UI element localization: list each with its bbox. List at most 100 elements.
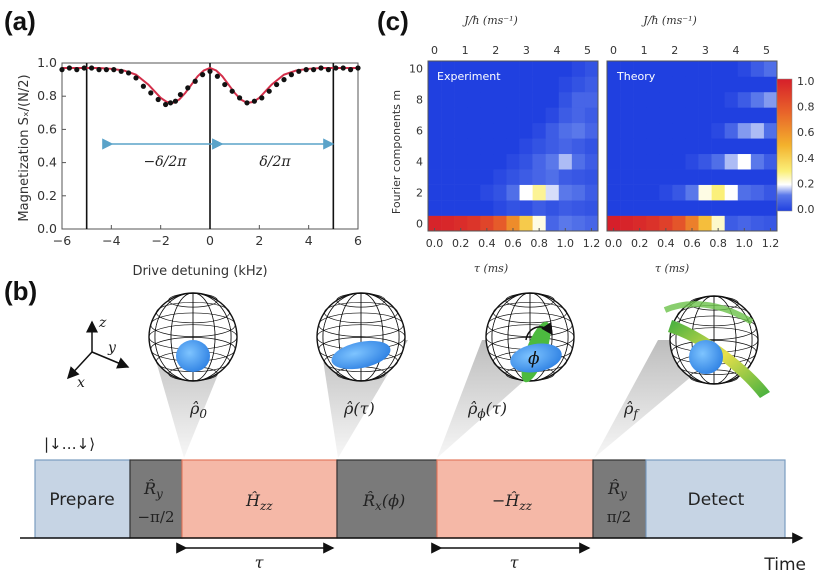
heatmap-cell bbox=[558, 138, 573, 155]
heatmap-cell bbox=[672, 215, 686, 232]
heatmap-cell bbox=[545, 91, 560, 108]
data-point bbox=[163, 101, 169, 108]
data-point bbox=[333, 65, 339, 71]
heatmap-cell bbox=[607, 61, 621, 77]
heatmap-cell bbox=[558, 107, 573, 124]
heatmap-cell bbox=[698, 107, 712, 124]
heatmap-cell bbox=[711, 61, 725, 77]
tau-label-2: τ bbox=[510, 553, 520, 572]
heatmap-cell bbox=[506, 184, 520, 201]
heatmap-cell bbox=[620, 91, 634, 108]
heatmap-cell bbox=[620, 153, 634, 170]
tau-tick-label: 0.2 bbox=[631, 237, 649, 250]
heatmap-cell bbox=[584, 215, 599, 232]
state-blob-phi: ϕ bbox=[510, 321, 562, 383]
data-point bbox=[74, 67, 80, 73]
heatmap-cell bbox=[441, 184, 455, 201]
heatmap-cell bbox=[698, 153, 712, 170]
heatmap-cell bbox=[737, 184, 752, 201]
m-tick-label: 10 bbox=[409, 63, 423, 76]
heatmap-cell bbox=[659, 184, 673, 201]
heatmap-cell bbox=[685, 138, 699, 155]
heatmap-cell bbox=[620, 169, 634, 185]
heatmap-cell bbox=[737, 169, 752, 185]
heatmap-cell bbox=[454, 122, 468, 139]
heatmap-cell bbox=[428, 91, 442, 108]
data-point bbox=[207, 68, 213, 74]
heatmap-cell bbox=[698, 215, 712, 232]
heatmap-cell bbox=[480, 76, 494, 93]
j-tick-label: 1 bbox=[462, 44, 469, 57]
heatmap-cell bbox=[763, 76, 778, 93]
heatmap-cell bbox=[493, 153, 507, 170]
data-point bbox=[89, 65, 95, 71]
rx-phi-label: R̂x(ϕ) bbox=[362, 491, 405, 513]
heatmap-cell bbox=[454, 153, 468, 170]
heatmap-cell bbox=[558, 61, 573, 77]
heatmap-cell bbox=[532, 61, 546, 77]
heatmap-cell bbox=[584, 122, 599, 139]
heatmap-cell bbox=[584, 184, 599, 201]
top-axis-title-theory: J/ħ (ms⁻¹) bbox=[641, 14, 697, 27]
state-blob-tau bbox=[331, 340, 391, 370]
heatmap-cell bbox=[607, 184, 621, 201]
heatmap-cell bbox=[672, 169, 686, 185]
data-point bbox=[103, 67, 109, 73]
heatmap-cell bbox=[620, 76, 634, 93]
heatmap-cell bbox=[646, 138, 660, 155]
data-point bbox=[59, 67, 65, 73]
data-point bbox=[259, 95, 265, 101]
heatmap-cell bbox=[584, 169, 599, 185]
heatmap-cell bbox=[571, 215, 586, 232]
j-tick-label: 3 bbox=[523, 44, 530, 57]
heatmap-cell bbox=[519, 138, 533, 155]
heatmap-cell bbox=[698, 61, 712, 77]
heatmap-cell bbox=[724, 91, 739, 108]
z-axis-label: z bbox=[98, 315, 107, 331]
heatmap-cell bbox=[646, 200, 660, 216]
x-tick-label: 4 bbox=[305, 233, 313, 248]
heatmap-cell bbox=[646, 153, 660, 170]
prepare-label: Prepare bbox=[49, 490, 114, 510]
heatmap-cell bbox=[467, 76, 481, 93]
data-point bbox=[318, 65, 324, 71]
colorbar-tick-label: 0.6 bbox=[797, 126, 815, 139]
heatmap-cell bbox=[532, 169, 546, 185]
heatmap-cell bbox=[441, 122, 455, 139]
heatmap-cell bbox=[750, 91, 765, 108]
heatmap-cell bbox=[441, 61, 455, 77]
heatmap-cell bbox=[698, 91, 712, 108]
heatmap-cell bbox=[558, 169, 573, 185]
heatmap-cell bbox=[737, 138, 752, 155]
heatmap-cell bbox=[633, 76, 647, 93]
data-point bbox=[177, 91, 183, 98]
rx-phi-block bbox=[336, 459, 438, 539]
heatmap-cell bbox=[428, 200, 442, 216]
heatmap-cell bbox=[428, 107, 442, 124]
heatmap-cell bbox=[467, 122, 481, 139]
colorbar-tick-label: 0.0 bbox=[797, 203, 815, 216]
heatmap-cell bbox=[467, 184, 481, 201]
tau-tick-label: 0.0 bbox=[426, 237, 444, 250]
heatmap-cell bbox=[584, 200, 599, 216]
heatmap-cell bbox=[467, 91, 481, 108]
heatmap-cell bbox=[584, 153, 599, 170]
heatmap-cell bbox=[607, 138, 621, 155]
data-point bbox=[311, 67, 317, 73]
heatmap-cell bbox=[737, 215, 752, 232]
ry-minus-bottom: −π/2 bbox=[137, 508, 174, 526]
fourier-axis-title: Fourier components m bbox=[390, 90, 403, 214]
heatmap-cell bbox=[685, 169, 699, 185]
m-tick-label: 4 bbox=[416, 155, 423, 168]
heatmap-cell bbox=[763, 215, 778, 232]
heatmap-cell bbox=[750, 107, 765, 124]
heatmap-cell bbox=[454, 107, 468, 124]
heatmap-cell bbox=[493, 184, 507, 201]
heatmap-cell bbox=[633, 138, 647, 155]
heatmap-cell bbox=[454, 76, 468, 93]
heatmap-cell bbox=[519, 61, 533, 77]
heatmap-cell bbox=[545, 122, 560, 139]
heatmap-cell bbox=[646, 184, 660, 201]
ry-plus-top: R̂y bbox=[607, 479, 627, 501]
heatmap-cell bbox=[646, 61, 660, 77]
